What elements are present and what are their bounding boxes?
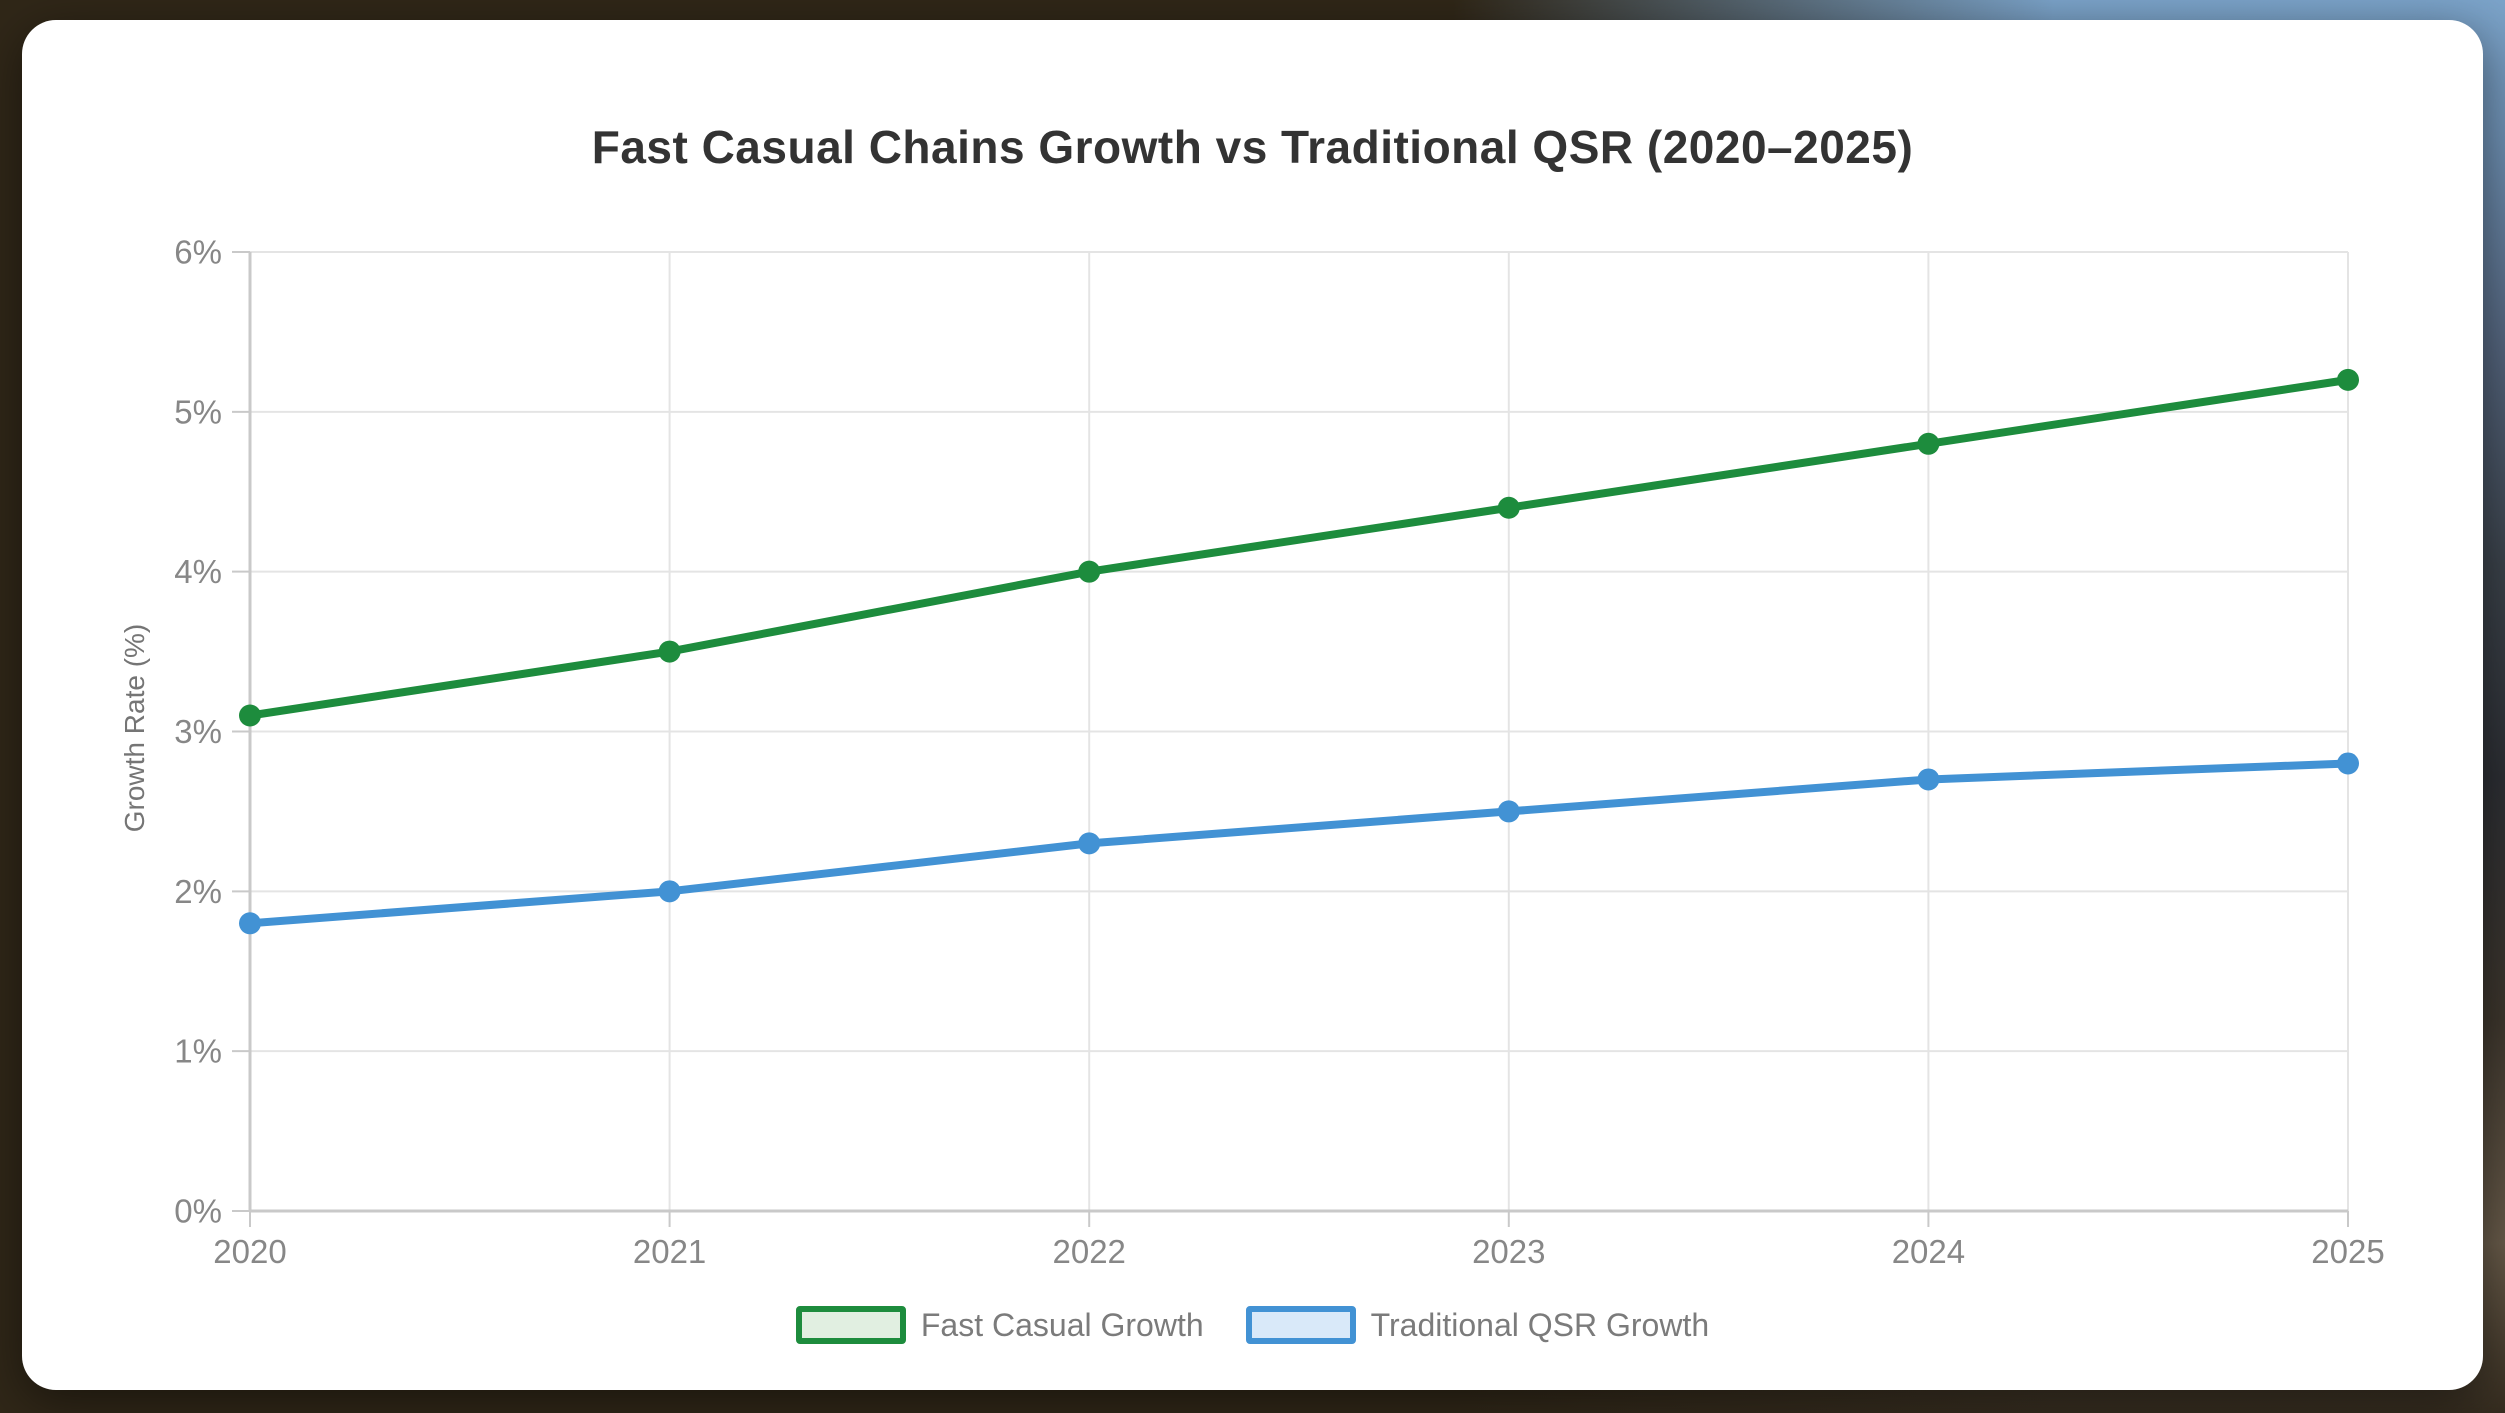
data-point-0-2025: [2337, 368, 2359, 391]
y-axis-title: Growth Rate (%): [119, 624, 150, 833]
y-tick-label: 0%: [174, 1193, 222, 1230]
x-tick-label: 2023: [1472, 1233, 1545, 1270]
chart-legend: Fast Casual Growth Traditional QSR Growt…: [22, 1306, 2483, 1344]
data-point-1-2024: [1917, 768, 1940, 791]
data-point-1-2025: [2337, 752, 2359, 775]
y-tick-label: 5%: [174, 393, 222, 430]
data-point-0-2020: [239, 704, 261, 727]
line-chart-canvas: 0% 1% 2% 3% 4% 5% 6% 2020 2021 2022 2023 2024 2025 Gr…: [119, 234, 2385, 1271]
legend-swatch-fast-casual: [795, 1306, 906, 1344]
legend-swatch-traditional-qsr: [1245, 1306, 1356, 1344]
chart-title: Fast Casual Chains Growth vs Traditional…: [591, 121, 1914, 173]
legend-item-traditional-qsr-growth[interactable]: Traditional QSR Growth: [1245, 1306, 1710, 1344]
data-point-1-2021: [658, 880, 681, 903]
y-tick-label: 6%: [174, 234, 222, 271]
legend-label-fast-casual: Fast Casual Growth: [920, 1306, 1204, 1343]
data-point-0-2024: [1917, 432, 1940, 455]
data-point-1-2023: [1497, 800, 1520, 823]
data-point-1-2022: [1078, 832, 1101, 855]
data-point-0-2022: [1078, 560, 1101, 583]
y-tick-label: 4%: [174, 553, 222, 590]
x-tick-label: 2021: [633, 1233, 706, 1270]
series-line-1: [246, 759, 2352, 928]
legend-label-traditional-qsr: Traditional QSR Growth: [1370, 1306, 1710, 1343]
data-point-1-2020: [239, 912, 261, 935]
x-tick-label: 2024: [1892, 1233, 1965, 1270]
y-tick-label: 2%: [174, 873, 222, 910]
y-tick-label: 3%: [174, 713, 222, 750]
data-point-0-2021: [658, 640, 681, 663]
x-tick-label: 2020: [213, 1233, 286, 1270]
series-line-0: [246, 375, 2352, 720]
chart-card: 0% 1% 2% 3% 4% 5% 6% 2020 2021 2022 2023 2024 2025 Gr…: [22, 20, 2483, 1390]
x-tick-label: 2025: [2311, 1233, 2384, 1270]
x-tick-label: 2022: [1052, 1233, 1125, 1270]
y-tick-label: 1%: [174, 1033, 222, 1070]
data-point-0-2023: [1497, 496, 1520, 519]
legend-item-fast-casual-growth[interactable]: Fast Casual Growth: [795, 1306, 1204, 1344]
